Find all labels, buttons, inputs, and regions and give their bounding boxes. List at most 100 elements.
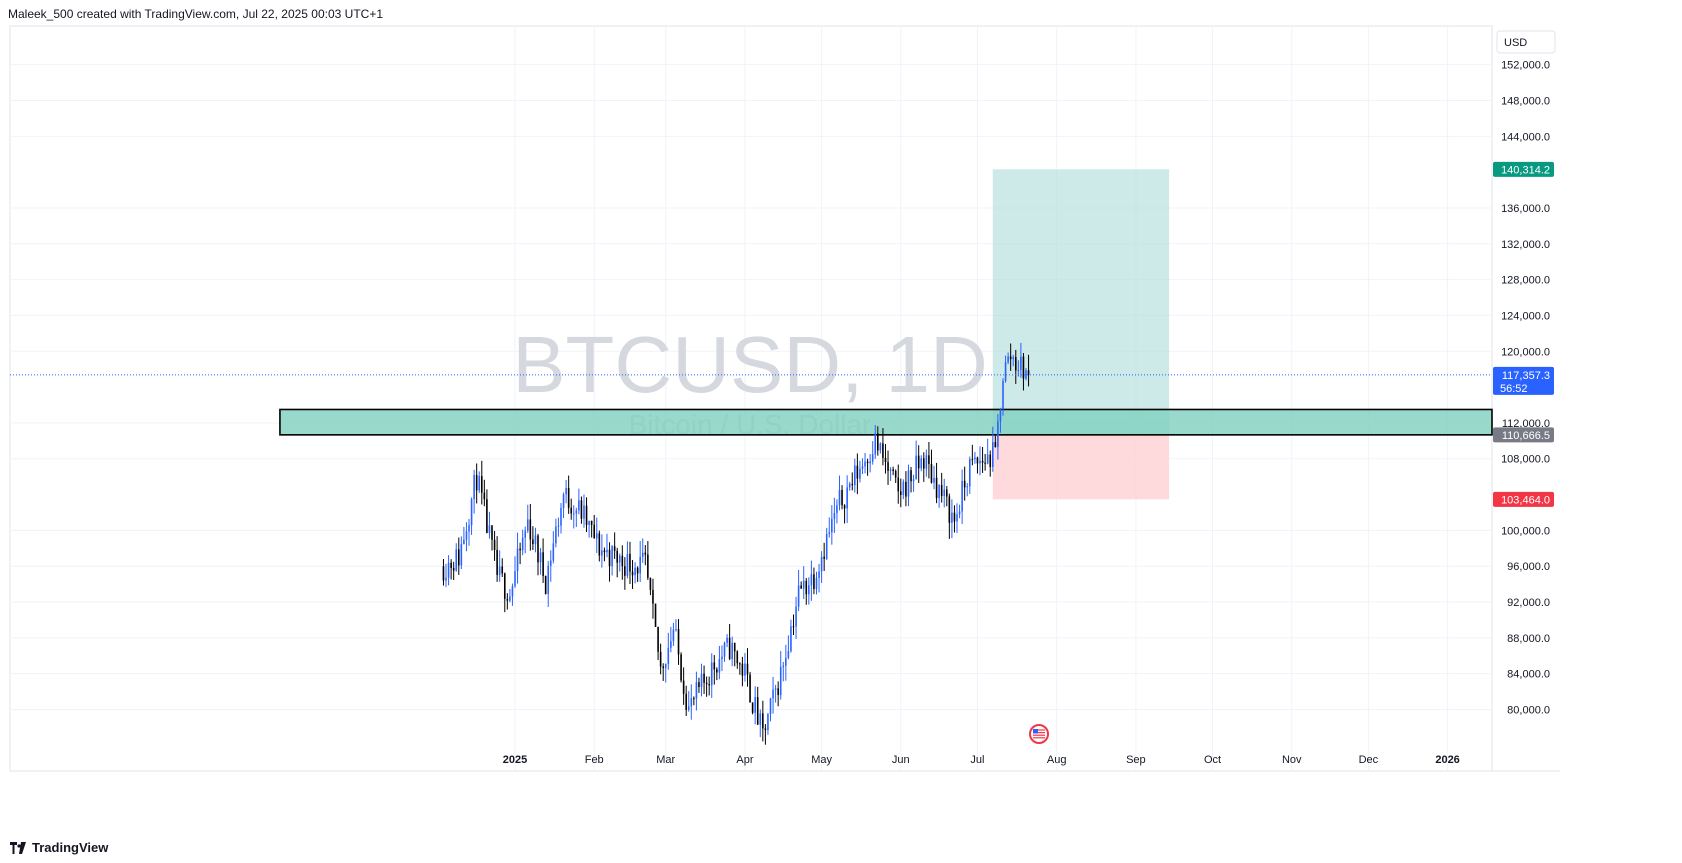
tradingview-brand-label: TradingView [32, 840, 109, 855]
candle-body [670, 641, 672, 648]
candle-body [455, 549, 458, 571]
time-tick-label: Dec [1359, 754, 1379, 766]
candle-up [555, 518, 557, 548]
candle-down [598, 530, 601, 562]
candle-up [488, 511, 491, 539]
candle-body [820, 556, 823, 572]
candle-body [772, 689, 774, 699]
candle-down [905, 471, 907, 507]
candle-down [994, 435, 997, 448]
candle-body [779, 666, 782, 695]
candle-body [624, 566, 626, 576]
candle-down [792, 614, 795, 635]
candle-up [723, 641, 726, 662]
candle-body [790, 626, 792, 652]
candle-body [877, 433, 879, 451]
candle-series [442, 342, 1030, 745]
candle-body [910, 470, 912, 482]
candle-up [833, 497, 836, 533]
candle-body [805, 580, 808, 595]
candle-body [667, 647, 670, 665]
candle-down [705, 676, 708, 697]
candle-up [754, 686, 756, 725]
candle-up [759, 709, 762, 738]
candle-body [759, 713, 762, 725]
candle-body [756, 697, 759, 725]
candle-up [626, 541, 629, 579]
candle-body [754, 697, 756, 713]
candle-body [506, 598, 509, 601]
stop-price-badge-text: 103,464.0 [1501, 494, 1550, 506]
candle-down [877, 426, 879, 456]
entry-price-badge-text: 110,666.5 [1502, 430, 1550, 442]
price-tick-label: 124,000.0 [1501, 310, 1550, 322]
candle-up [687, 691, 690, 712]
candle-body [603, 550, 606, 553]
candle-down [450, 559, 452, 580]
candle-down [480, 460, 483, 505]
tradingview-brand[interactable]: TradingView [10, 840, 108, 855]
candle-up [820, 551, 823, 583]
candle-body [677, 629, 680, 655]
candle-up [846, 475, 848, 524]
candle-body [792, 626, 795, 628]
candle-up [1002, 378, 1004, 416]
candle-body [856, 465, 859, 479]
candle-body [544, 575, 547, 594]
candle-down [813, 567, 815, 595]
candle-up [463, 526, 465, 545]
candle-body [828, 532, 831, 535]
candle-body [647, 554, 649, 578]
candle-body [1022, 356, 1025, 379]
stop-price-badge-bg [1493, 491, 1554, 507]
candle-body [938, 485, 940, 499]
candle-down [647, 541, 649, 581]
candle-down [733, 642, 736, 667]
stop-area [992, 434, 1170, 500]
candle-down [654, 603, 657, 628]
candle-body [524, 530, 527, 538]
candle-up [549, 550, 552, 582]
candle-body [570, 507, 573, 514]
candle-body [468, 525, 470, 532]
candle-body [698, 682, 700, 688]
candle-body [501, 566, 504, 574]
candle-body [598, 533, 601, 556]
candle-down [519, 542, 521, 565]
candlestick-chart[interactable]: BTCUSD, 1DBitcoin / U.S. Dollar USD152,0… [0, 0, 1682, 830]
candle-up [920, 455, 923, 472]
candle-up [588, 520, 590, 538]
candle-up [575, 507, 578, 527]
candle-down [923, 452, 925, 482]
candle-body [739, 663, 741, 665]
candle-up [718, 645, 721, 680]
candle-up [498, 550, 501, 582]
candle-body [785, 657, 787, 666]
candle-down [631, 559, 634, 589]
price-tick-label: 112,000.0 [1502, 418, 1550, 430]
candle-body [912, 479, 915, 482]
candle-body [795, 606, 797, 627]
candle-up [595, 517, 598, 553]
price-tick-label: 108,000.0 [1501, 454, 1550, 466]
candle-body [572, 513, 575, 515]
candle-up [509, 588, 511, 603]
candle-down [703, 665, 705, 694]
candle-up [782, 661, 785, 682]
time-tick-label: Jul [970, 754, 984, 766]
candle-body [979, 460, 981, 464]
candle-body [713, 662, 716, 670]
candle-body [560, 507, 562, 526]
candle-down [682, 667, 685, 705]
candle-body [693, 698, 695, 700]
candle-body [511, 586, 514, 597]
candle-down [892, 466, 894, 476]
candle-body [1007, 356, 1009, 363]
candle-down [940, 472, 943, 503]
currency-label: USD [1504, 37, 1527, 49]
candle-down [677, 619, 680, 665]
candle-body [767, 714, 769, 731]
candle-up [966, 482, 969, 497]
candle-body [493, 539, 496, 550]
candle-down [751, 702, 754, 715]
